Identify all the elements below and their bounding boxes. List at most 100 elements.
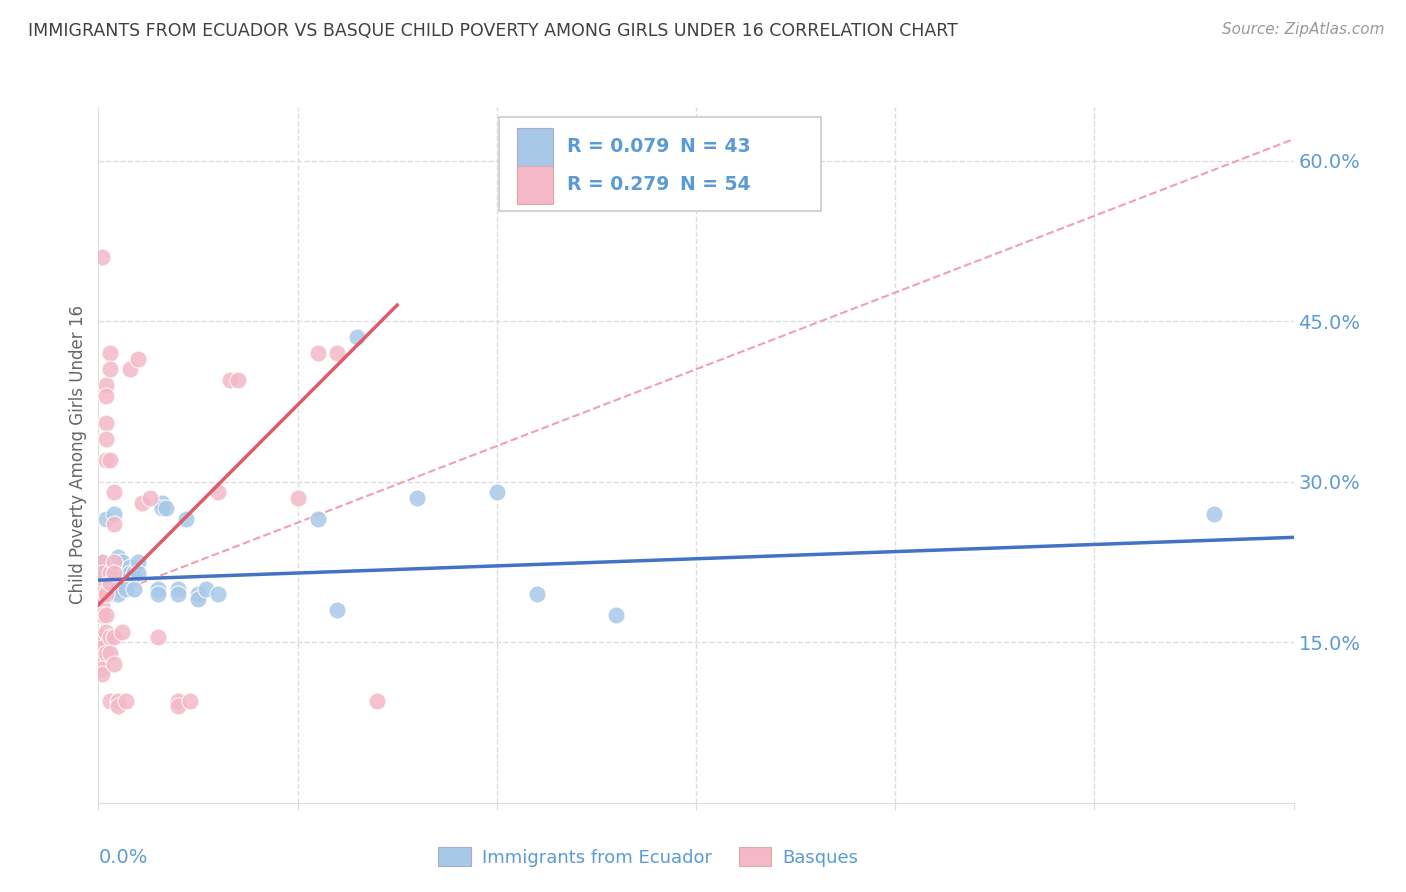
Point bbox=[155, 501, 177, 516]
Point bbox=[100, 582, 122, 596]
Point bbox=[91, 667, 114, 681]
Point bbox=[150, 496, 173, 510]
Point bbox=[111, 555, 134, 569]
Point bbox=[326, 346, 349, 360]
Point bbox=[150, 501, 173, 516]
Point bbox=[100, 453, 122, 467]
Point bbox=[91, 630, 114, 644]
FancyBboxPatch shape bbox=[517, 128, 553, 166]
Point bbox=[207, 485, 229, 500]
Text: N = 54: N = 54 bbox=[681, 176, 751, 194]
Point bbox=[107, 699, 129, 714]
Point bbox=[100, 566, 122, 580]
Legend: Immigrants from Ecuador, Basques: Immigrants from Ecuador, Basques bbox=[432, 840, 865, 874]
Point bbox=[307, 512, 329, 526]
Point bbox=[219, 373, 242, 387]
Point bbox=[96, 432, 118, 446]
Point bbox=[96, 587, 118, 601]
FancyBboxPatch shape bbox=[499, 118, 821, 211]
Point bbox=[96, 453, 118, 467]
Point bbox=[96, 416, 118, 430]
Point bbox=[148, 587, 170, 601]
Point bbox=[91, 555, 114, 569]
Point bbox=[91, 250, 114, 264]
Point bbox=[100, 566, 122, 580]
Text: R = 0.079: R = 0.079 bbox=[567, 137, 669, 156]
Point bbox=[307, 346, 329, 360]
Point bbox=[96, 512, 118, 526]
Text: N = 43: N = 43 bbox=[681, 137, 751, 156]
Point bbox=[107, 587, 129, 601]
Point bbox=[127, 566, 149, 580]
Point bbox=[103, 507, 125, 521]
Point bbox=[167, 694, 190, 708]
Point bbox=[96, 646, 118, 660]
Point bbox=[100, 587, 122, 601]
Point bbox=[485, 485, 508, 500]
Point bbox=[174, 512, 197, 526]
Point bbox=[207, 587, 229, 601]
Point bbox=[127, 555, 149, 569]
Point bbox=[100, 646, 122, 660]
Point bbox=[167, 699, 190, 714]
Point bbox=[100, 576, 122, 591]
Point bbox=[100, 630, 122, 644]
Point bbox=[107, 694, 129, 708]
Point bbox=[115, 566, 138, 580]
Point bbox=[111, 566, 134, 580]
Point bbox=[187, 587, 209, 601]
Point bbox=[91, 608, 114, 623]
Point bbox=[148, 630, 170, 644]
Point bbox=[107, 582, 129, 596]
Point bbox=[111, 624, 134, 639]
Point bbox=[103, 657, 125, 671]
Point bbox=[103, 560, 125, 574]
Point bbox=[96, 624, 118, 639]
Point bbox=[287, 491, 309, 505]
Point bbox=[526, 587, 548, 601]
Point bbox=[91, 555, 114, 569]
Point bbox=[127, 351, 149, 366]
Point bbox=[103, 517, 125, 532]
Point bbox=[346, 330, 368, 344]
Point bbox=[91, 582, 114, 596]
Point bbox=[195, 582, 218, 596]
Point bbox=[1202, 507, 1225, 521]
Point bbox=[100, 576, 122, 591]
Point bbox=[115, 694, 138, 708]
Point bbox=[91, 587, 114, 601]
Point bbox=[605, 608, 627, 623]
Point bbox=[406, 491, 429, 505]
Point bbox=[91, 598, 114, 612]
Point bbox=[103, 566, 125, 580]
Point bbox=[91, 640, 114, 655]
Point bbox=[100, 362, 122, 376]
Text: R = 0.279: R = 0.279 bbox=[567, 176, 669, 194]
Point bbox=[103, 630, 125, 644]
Point bbox=[179, 694, 201, 708]
Point bbox=[96, 608, 118, 623]
Text: 0.0%: 0.0% bbox=[98, 848, 148, 867]
Point bbox=[139, 491, 162, 505]
Point bbox=[91, 566, 114, 580]
Point bbox=[103, 566, 125, 580]
Point bbox=[115, 582, 138, 596]
Point bbox=[167, 582, 190, 596]
Point bbox=[96, 378, 118, 392]
Point bbox=[124, 582, 146, 596]
Y-axis label: Child Poverty Among Girls Under 16: Child Poverty Among Girls Under 16 bbox=[69, 305, 87, 605]
Point bbox=[366, 694, 388, 708]
Text: Source: ZipAtlas.com: Source: ZipAtlas.com bbox=[1222, 22, 1385, 37]
Point bbox=[148, 582, 170, 596]
Point bbox=[226, 373, 249, 387]
Point bbox=[91, 662, 114, 676]
FancyBboxPatch shape bbox=[517, 166, 553, 204]
Point bbox=[103, 555, 125, 569]
Point bbox=[124, 566, 146, 580]
Point bbox=[120, 560, 142, 574]
Point bbox=[131, 496, 153, 510]
Point bbox=[103, 485, 125, 500]
Point bbox=[100, 346, 122, 360]
Point bbox=[167, 587, 190, 601]
Point bbox=[96, 389, 118, 403]
